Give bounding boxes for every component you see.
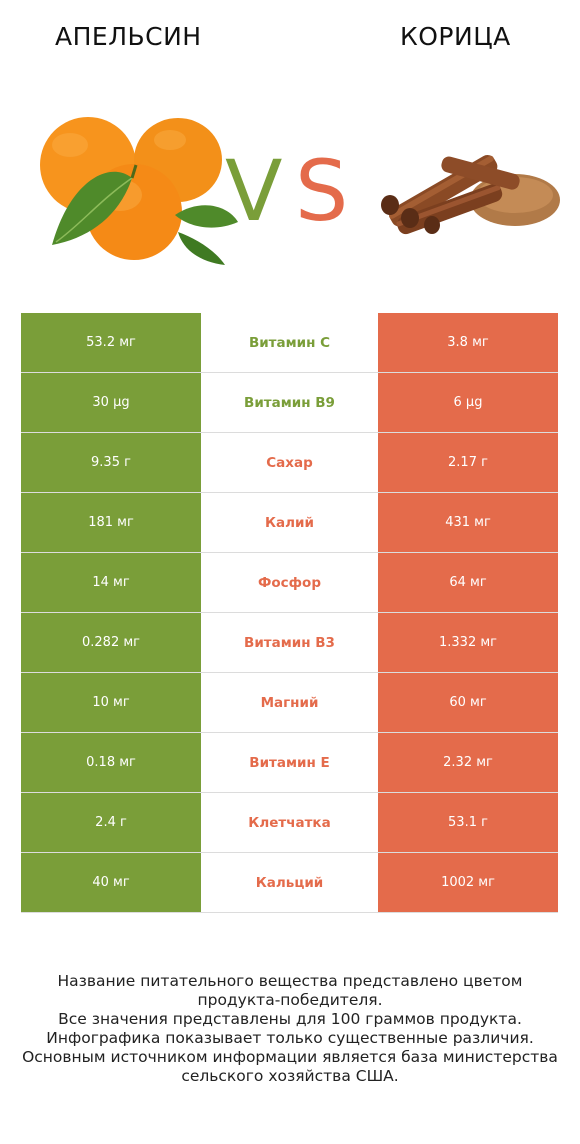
left-value: 53.2 мг xyxy=(21,313,201,372)
right-value: 2.32 мг xyxy=(378,733,558,792)
nutrient-name: Калий xyxy=(201,493,378,552)
left-value: 2.4 г xyxy=(21,793,201,852)
footnote-line: Инфографика показывает только существенн… xyxy=(46,1029,534,1047)
row-divider xyxy=(21,672,558,673)
table-row: 9.35 г Сахар 2.17 г xyxy=(21,433,558,493)
table-row: 53.2 мг Витамин C 3.8 мг xyxy=(21,313,558,373)
left-value: 30 µg xyxy=(21,373,201,432)
right-value: 3.8 мг xyxy=(378,313,558,372)
nutrient-name: Кальций xyxy=(201,853,378,912)
cinnamon-image xyxy=(381,155,560,235)
table-row: 14 мг Фосфор 64 мг xyxy=(21,553,558,613)
nutrient-name: Витамин C xyxy=(201,313,378,372)
right-value: 60 мг xyxy=(378,673,558,732)
nutrient-name: Витамин E xyxy=(201,733,378,792)
comparison-hero: V S xyxy=(40,117,560,265)
row-divider xyxy=(21,432,558,433)
row-divider xyxy=(21,372,558,373)
nutrient-name: Клетчатка xyxy=(201,793,378,852)
right-value: 1002 мг xyxy=(378,853,558,912)
table-row: 0.282 мг Витамин B3 1.332 мг xyxy=(21,613,558,673)
left-value: 0.282 мг xyxy=(21,613,201,672)
left-value: 40 мг xyxy=(21,853,201,912)
footnote-line: Все значения представлены для 100 граммо… xyxy=(58,1010,522,1028)
nutrient-name: Витамин B9 xyxy=(201,373,378,432)
row-divider xyxy=(21,912,558,913)
nutrient-name: Магний xyxy=(201,673,378,732)
table-row: 0.18 мг Витамин E 2.32 мг xyxy=(21,733,558,793)
row-divider xyxy=(21,612,558,613)
row-divider xyxy=(21,492,558,493)
right-product-title: КОРИЦА xyxy=(400,22,511,51)
table-row: 10 мг Магний 60 мг xyxy=(21,673,558,733)
footnote-line: Название питательного вещества представл… xyxy=(57,972,523,990)
footnote-line: Основным источником информации является … xyxy=(22,1048,558,1066)
nutrient-name: Сахар xyxy=(201,433,378,492)
right-value: 2.17 г xyxy=(378,433,558,492)
vs-letter-v: V xyxy=(225,142,282,240)
left-value: 0.18 мг xyxy=(21,733,201,792)
row-divider xyxy=(21,852,558,853)
row-divider xyxy=(21,732,558,733)
table-row: 181 мг Калий 431 мг xyxy=(21,493,558,553)
footnote: Название питательного вещества представл… xyxy=(20,972,560,1086)
right-value: 431 мг xyxy=(378,493,558,552)
left-value: 10 мг xyxy=(21,673,201,732)
left-product-title: АПЕЛЬСИН xyxy=(55,22,202,51)
right-value: 6 µg xyxy=(378,373,558,432)
comparison-table: 53.2 мг Витамин C 3.8 мг 30 µg Витамин B9 6 µ… xyxy=(21,313,558,913)
footnote-line: продукта-победителя. xyxy=(197,991,383,1009)
orange-image xyxy=(40,117,238,265)
left-value: 14 мг xyxy=(21,553,201,612)
row-divider xyxy=(21,792,558,793)
nutrient-name: Фосфор xyxy=(201,553,378,612)
right-value: 53.1 г xyxy=(378,793,558,852)
row-divider xyxy=(21,552,558,553)
nutrient-name: Витамин B3 xyxy=(201,613,378,672)
vs-letter-s: S xyxy=(295,142,348,240)
footnote-line: сельского хозяйства США. xyxy=(181,1067,399,1085)
right-value: 64 мг xyxy=(378,553,558,612)
left-value: 181 мг xyxy=(21,493,201,552)
left-value: 9.35 г xyxy=(21,433,201,492)
table-row: 30 µg Витамин B9 6 µg xyxy=(21,373,558,433)
right-value: 1.332 мг xyxy=(378,613,558,672)
table-row: 2.4 г Клетчатка 53.1 г xyxy=(21,793,558,853)
table-row: 40 мг Кальций 1002 мг xyxy=(21,853,558,913)
